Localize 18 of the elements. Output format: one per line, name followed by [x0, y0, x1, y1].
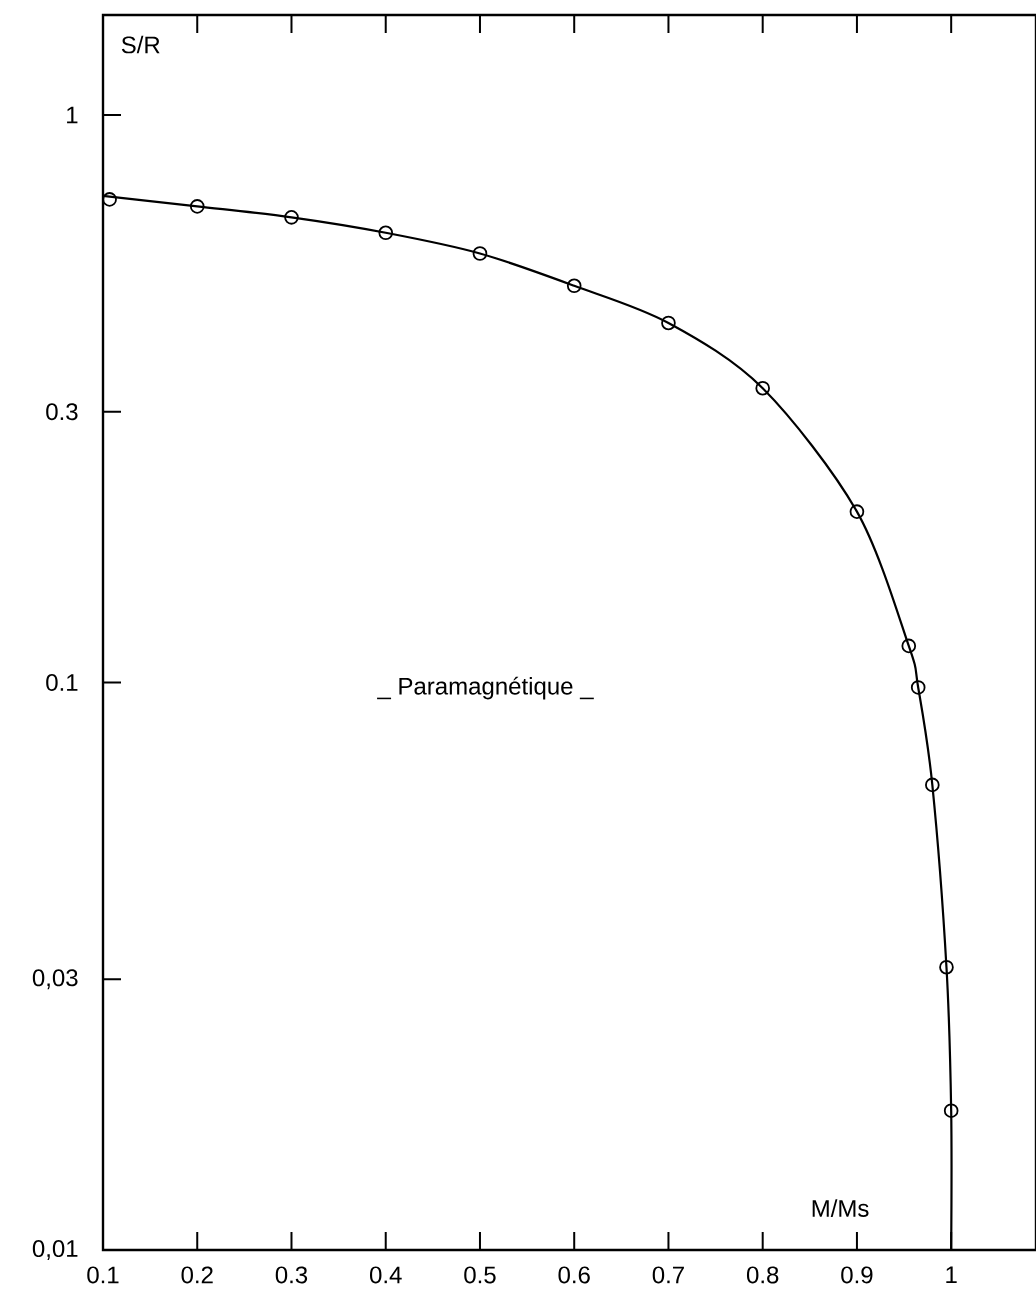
- x-tick-label: 0.2: [181, 1266, 213, 1284]
- y-tick-label: 0,03: [32, 969, 78, 990]
- x-tick-label: 0.7: [652, 1266, 684, 1284]
- x-axis-title: M/Ms: [812, 1199, 869, 1217]
- x-tick-label: 0.9: [841, 1266, 873, 1284]
- x-tick-label: 0.1: [87, 1266, 119, 1284]
- y-tick-label: 0,01: [32, 1240, 78, 1260]
- x-tick-label: 1: [946, 1266, 957, 1283]
- x-tick-label: 0.6: [558, 1266, 590, 1284]
- x-tick-label: 0.8: [746, 1266, 779, 1284]
- x-tick-label: 0.5: [464, 1266, 496, 1284]
- y-axis-title: S/R: [121, 35, 160, 54]
- y-tick-label: 0.3: [46, 403, 78, 421]
- y-tick-label: 0.1: [46, 673, 78, 691]
- annotation: _ Paramagnétique _: [377, 676, 594, 700]
- x-tick-label: 0.3: [275, 1266, 308, 1284]
- x-tick-label: 0.4: [369, 1266, 402, 1284]
- y-tick-label: 1: [67, 106, 78, 124]
